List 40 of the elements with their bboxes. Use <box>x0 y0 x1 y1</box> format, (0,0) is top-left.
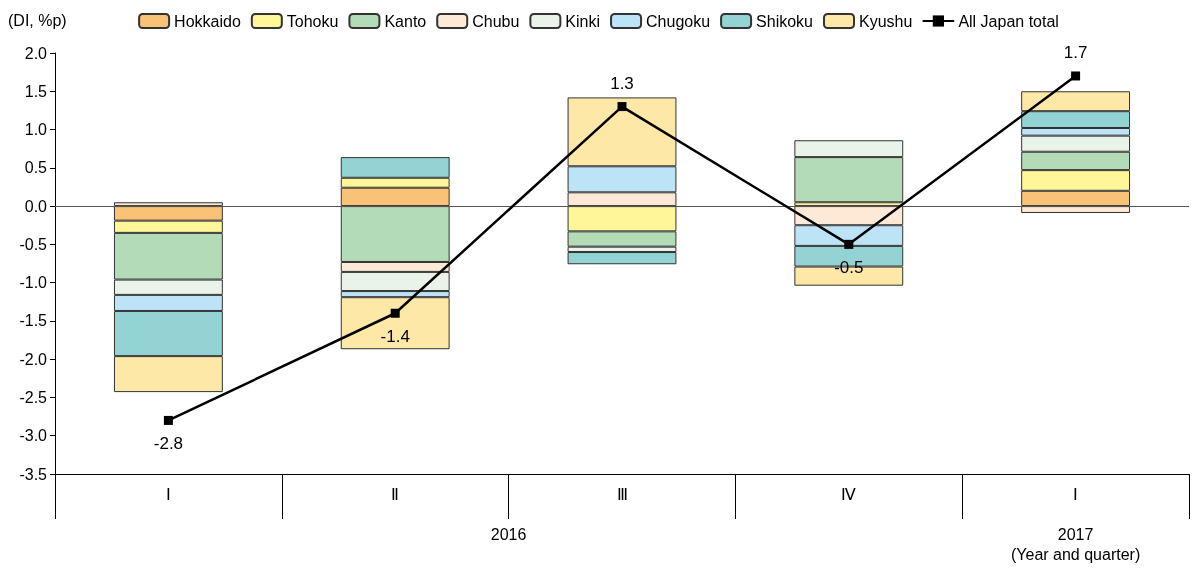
legend-label: Kinki <box>565 12 601 30</box>
point <box>390 308 400 318</box>
legend-label: Chugoku <box>646 12 711 30</box>
legend-label: Hokkaido <box>174 12 241 30</box>
y-tick-label: -3.5 <box>19 465 48 483</box>
x-tick-label: Ⅱ <box>391 485 400 503</box>
x-tick-label: Ⅳ <box>841 485 857 503</box>
x-axis-title: (Year and quarter) <box>1010 545 1141 563</box>
y-tick-label: 1.0 <box>24 121 48 139</box>
legend-label: All Japan total <box>958 12 1059 30</box>
y-tick-label: -3.0 <box>19 427 48 445</box>
y-tick-label: 1.5 <box>24 82 48 100</box>
point <box>844 239 854 249</box>
legend-label: Tohoku <box>286 12 339 30</box>
text: 2016 <box>490 525 527 543</box>
data-label: -2.8 <box>153 433 184 453</box>
y-tick-label: -2.0 <box>19 350 48 368</box>
legend-label: Shikoku <box>756 12 814 30</box>
y-axis-title: (DI, %p) <box>8 11 67 29</box>
y-tick-label: -2.5 <box>19 388 48 406</box>
data-label: 1.3 <box>610 74 634 94</box>
y-tick-label: 2.0 <box>24 44 48 62</box>
y-tick-label: 0.0 <box>24 197 48 215</box>
text: 2017 <box>1057 525 1094 543</box>
y-tick-label: -1.0 <box>19 274 48 292</box>
legend-label: Chubu <box>472 12 520 30</box>
point <box>163 415 173 425</box>
point <box>617 102 627 112</box>
y-tick-label: -1.5 <box>19 312 48 330</box>
y-tick-label: 0.5 <box>24 159 48 177</box>
data-label: 1.7 <box>1063 43 1088 63</box>
data-label: -1.4 <box>380 326 410 346</box>
point <box>1071 71 1081 81</box>
data-label: -0.5 <box>834 257 864 277</box>
legend-label: Kanto <box>384 12 427 30</box>
y-tick-label: -0.5 <box>19 235 48 253</box>
x-tick-label: Ⅲ <box>616 485 628 503</box>
x-tick-label: Ⅰ <box>1073 485 1079 503</box>
legend-label: Kyushu <box>859 12 913 30</box>
x-tick-label: Ⅰ <box>165 485 171 503</box>
